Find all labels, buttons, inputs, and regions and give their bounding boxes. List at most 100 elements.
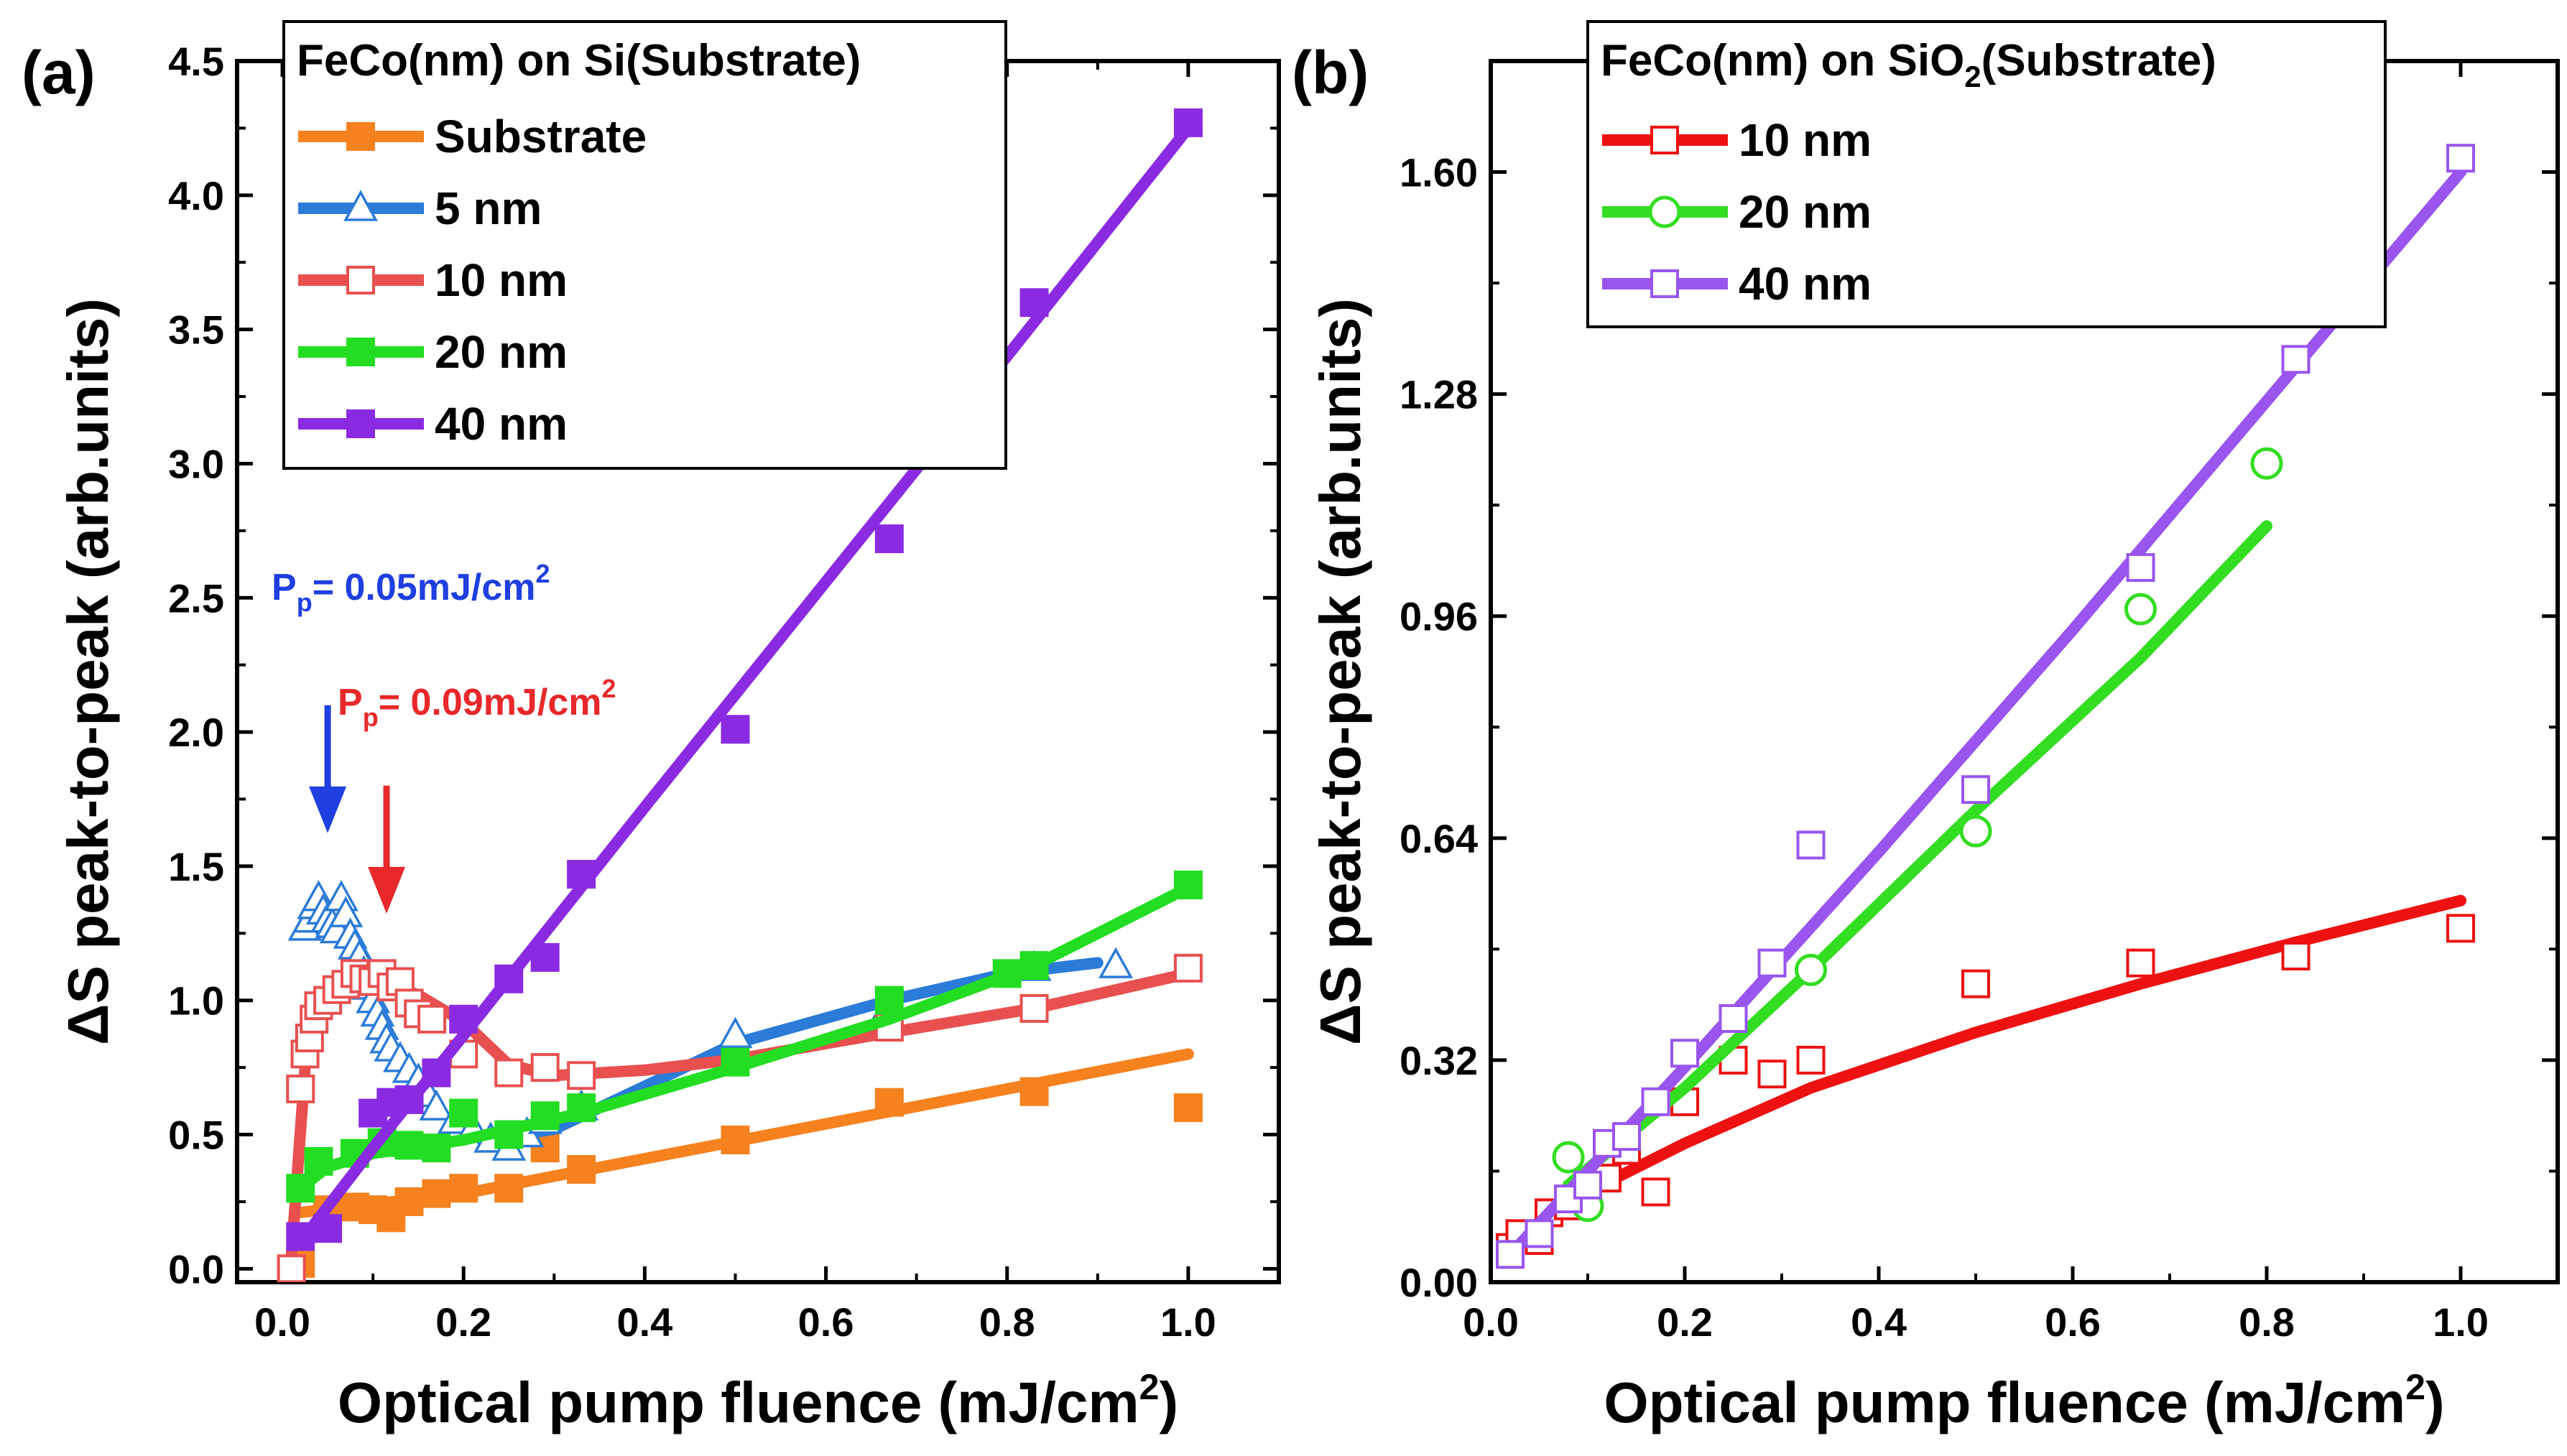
panel-b: (b) 0.0 0.2 0.4 0.6 0.8 1.0 0.00 0.32 0.64 0.96 1.2… (1292, 20, 2560, 1434)
series-substrate (286, 1048, 1203, 1278)
legend-box (1586, 20, 2387, 328)
legend-box (282, 20, 1007, 470)
40-nm-marker (1173, 108, 1203, 137)
y-axis-label: ΔS peak-to-peak (arb.units) (1308, 298, 1372, 1045)
x-tick-label: 0.2 (1657, 1299, 1713, 1345)
legend-label: 5 nm (435, 182, 542, 234)
20-nm-marker (530, 1101, 560, 1131)
annotation-pp2: Pp= 0.09mJ/cm2 (338, 674, 616, 914)
40-nm-marker (2446, 144, 2475, 173)
y-tick-label: 0.32 (1400, 1038, 1478, 1083)
x-tick-label: 1.0 (2433, 1299, 2489, 1345)
x-tick-label: 0.8 (2239, 1299, 2295, 1345)
20-nm-marker (992, 959, 1022, 988)
40-nm-marker (394, 1085, 424, 1114)
20-nm-marker (286, 1174, 315, 1203)
panel-label: (b) (1292, 39, 1369, 106)
5-nm-marker (419, 1089, 454, 1121)
x-tick-label: 0.0 (254, 1299, 310, 1345)
y-tick-label: 0.00 (1400, 1260, 1478, 1305)
20-nm-marker (449, 1098, 478, 1128)
legend: FeCo(nm) on Si(Substrate) Substrate 5 nm 10… (282, 20, 1007, 470)
20-nm-marker (1795, 953, 1827, 986)
40-nm-marker (1796, 830, 1826, 860)
substrate-marker (394, 1187, 424, 1216)
40-nm-marker (313, 1214, 343, 1243)
40-nm-marker (1719, 1003, 1748, 1033)
annotation-label: Pp= 0.05mJ/cm2 (272, 559, 550, 617)
y-tick-label: 1.0 (168, 978, 224, 1024)
legend-item-40-nm: 40 nm (1602, 258, 1872, 310)
x-tick-label: 0.6 (798, 1299, 854, 1345)
40-nm-marker (346, 409, 375, 438)
40-nm-marker (1573, 1170, 1602, 1200)
40-nm-marker (494, 964, 524, 993)
20-nm-marker (1019, 951, 1049, 980)
40-nm-marker (1525, 1219, 1554, 1248)
10-nm-marker (1173, 953, 1203, 983)
substrate-marker (346, 122, 375, 151)
20-nm-marker (1648, 195, 1681, 228)
40-nm-marker (2281, 345, 2311, 374)
y-tick-label: 4.5 (168, 39, 224, 84)
40-nm-marker (1961, 775, 1990, 804)
series-group (1496, 144, 2475, 1269)
20-nm-marker (1959, 815, 1992, 848)
10-nm-marker (277, 1254, 306, 1282)
40-nm-marker (721, 715, 750, 744)
40-nm-marker (2126, 553, 2155, 583)
legend-label: 20 nm (1739, 186, 1872, 238)
y-tick-label: 0.96 (1400, 594, 1478, 639)
substrate-marker (449, 1174, 478, 1203)
40-nm-marker (530, 942, 560, 972)
y-tick-label: 3.0 (168, 441, 224, 486)
x-tick-label: 0.0 (1463, 1299, 1519, 1345)
20-nm-marker (2124, 593, 2157, 626)
annotation-pp1: Pp= 0.05mJ/cm2 (272, 559, 550, 833)
10-nm-marker (1796, 1045, 1826, 1075)
substrate-marker (567, 1155, 596, 1184)
20-nm-marker (304, 1146, 333, 1176)
40-nm-marker (1670, 1039, 1699, 1068)
y-tick-label: 0.64 (1400, 816, 1478, 861)
panel-a: (a) 0.0 0.2 0.4 0.6 0.8 1.0 0.0 0.5 1.0 1.5 2.0 2.5 3… (22, 20, 1281, 1434)
10-nm-marker (286, 1074, 315, 1103)
y-tick-label: 0.5 (168, 1113, 224, 1158)
10-nm-marker (2446, 914, 2475, 943)
legend-item-substrate: Substrate (298, 111, 647, 162)
legend-label: 10 nm (435, 254, 568, 306)
series-group (277, 108, 1203, 1282)
y-tick-label: 2.5 (168, 575, 224, 621)
axis-ticks: 0.0 0.2 0.4 0.6 0.8 1.0 0.0 0.5 1.0 1.5 2.0 2.5 3.0 3… (168, 39, 1279, 1345)
10-nm-marker (494, 1058, 524, 1088)
x-tick-label: 0.4 (1851, 1299, 1907, 1345)
series-10-nm (277, 953, 1203, 1282)
series-10-nm (1496, 894, 2475, 1262)
20-nm-marker (346, 338, 375, 366)
10-nm-marker (2281, 942, 2311, 971)
20-nm-marker (2250, 447, 2283, 480)
10-nm-marker (1961, 969, 1990, 998)
20-nm-marker (1552, 1141, 1585, 1174)
x-axis-label: Optical pump fluence (mJ/cm2) (338, 1367, 1178, 1434)
x-tick-label: 0.8 (979, 1299, 1035, 1345)
40-nm-marker (1757, 948, 1787, 978)
y-tick-label: 2.0 (168, 710, 224, 755)
legend-label: 40 nm (1739, 258, 1872, 310)
10-nm-marker (346, 266, 375, 295)
substrate-marker (422, 1179, 451, 1208)
y-tick-label: 4.0 (168, 173, 224, 218)
y-tick-label: 0.0 (168, 1246, 224, 1292)
legend: FeCo(nm) on SiO2(Substrate) 10 nm 20 nm 40 … (1586, 20, 2387, 328)
annotation-arrow-head (309, 786, 347, 833)
x-tick-label: 1.0 (1160, 1299, 1216, 1345)
substrate-marker (874, 1088, 904, 1117)
40-nm-marker (1641, 1087, 1670, 1116)
substrate-marker (1019, 1077, 1049, 1106)
series-40-nm (1496, 144, 2475, 1269)
20-nm-marker (1173, 871, 1203, 900)
annotation-arrow-head (368, 866, 406, 914)
y-tick-label: 1.60 (1400, 150, 1478, 195)
10-nm-marker (567, 1061, 596, 1090)
annotation-label: Pp= 0.09mJ/cm2 (338, 674, 616, 732)
